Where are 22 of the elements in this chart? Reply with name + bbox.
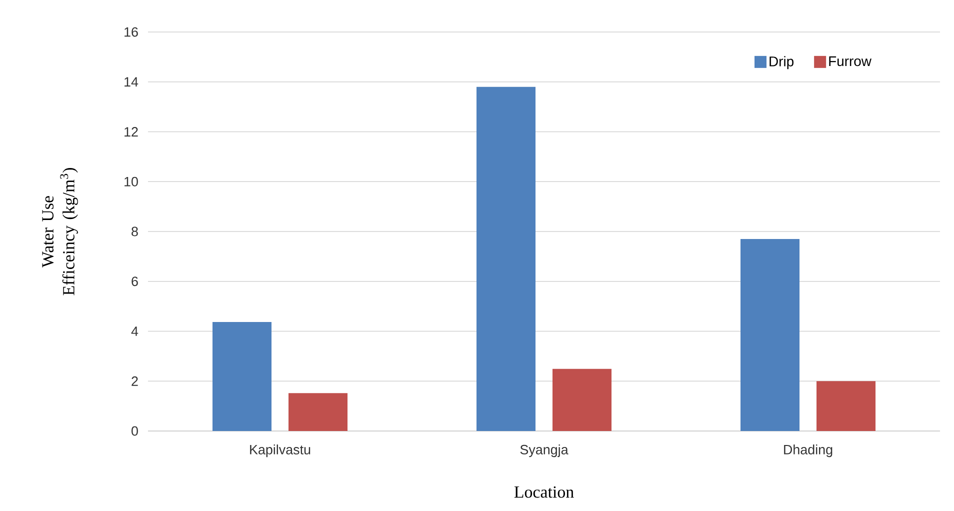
bar <box>212 322 272 431</box>
x-axis-title: Location <box>514 486 574 498</box>
legend-label: Drip <box>770 56 794 70</box>
bar <box>288 393 348 431</box>
y-tick-label: 6 <box>132 276 138 286</box>
y-tick-label: 12 <box>124 127 138 136</box>
y-tick-label: 14 <box>124 77 138 86</box>
bar <box>740 238 800 431</box>
legend-label: Furrow <box>829 56 872 66</box>
y-tick-label: 16 <box>124 27 138 37</box>
y-tick-label: 10 <box>124 176 138 186</box>
y-axis-title: Water Use Efficeincy (kg/m$^{3}$) <box>42 168 78 296</box>
y-tick-label: 8 <box>132 226 138 236</box>
bar <box>816 381 876 431</box>
y-tick-label: 4 <box>131 326 138 336</box>
y-tick-label: 2 <box>132 376 138 386</box>
x-tick-label: Dhading <box>784 444 832 458</box>
bar <box>552 368 612 431</box>
x-tick-label: Kapilvastu <box>250 444 310 458</box>
x-tick-label: Syangja <box>520 444 568 458</box>
bar <box>476 86 536 431</box>
y-tick-label: 0 <box>132 426 138 436</box>
